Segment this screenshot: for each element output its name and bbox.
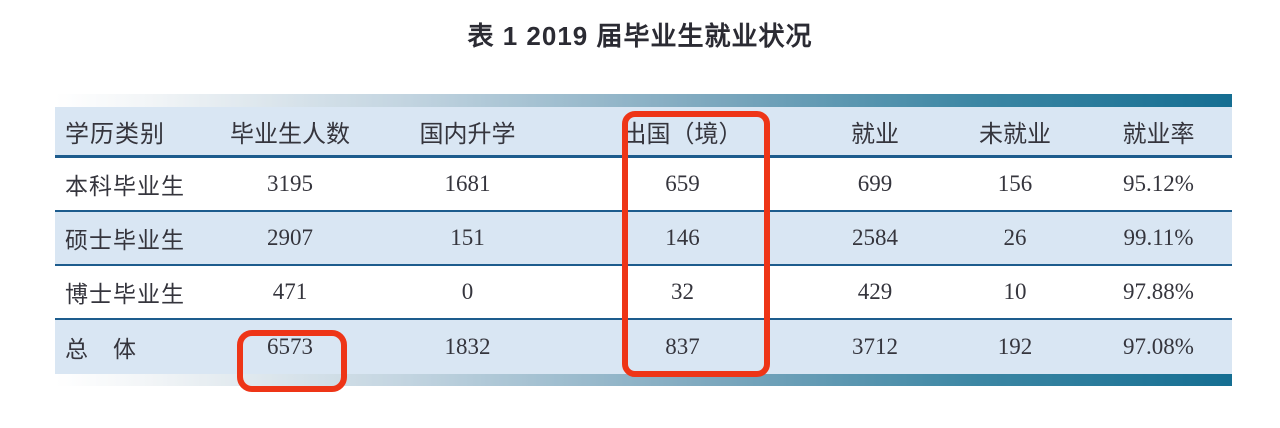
header-cell-graduate-count: 毕业生人数	[230, 121, 350, 148]
table-caption: 表 1 2019 届毕业生就业状况	[467, 21, 813, 51]
header-cell-domestic-study: 国内升学	[419, 121, 516, 148]
header-cell-category: 学历类别	[65, 121, 165, 148]
cell: 2907	[267, 225, 313, 250]
cell: 3195	[267, 171, 313, 196]
cell: 471	[272, 279, 308, 304]
cell: 837	[665, 334, 700, 359]
row-label: 总 体	[65, 337, 137, 362]
header-cell-not-employed: 未就业	[979, 121, 1051, 148]
table-row-undergraduate: 本科毕业生 3195 1681 659 699 156 95.12%	[55, 158, 1232, 212]
employment-table: 学历类别 毕业生人数 国内升学 出国（境） 就业 未就业 就业率 本科毕业生 3…	[55, 94, 1232, 386]
cell: 3712	[852, 334, 898, 359]
cell: 32	[671, 279, 694, 304]
table-row-doctoral: 博士毕业生 471 0 32 429 10 97.88%	[55, 266, 1232, 320]
table-row-total: 总 体 6573 1832 837 3712 192 97.08%	[55, 320, 1232, 374]
table-row-master: 硕士毕业生 2907 151 146 2584 26 99.11%	[55, 212, 1232, 266]
cell: 10	[1003, 279, 1027, 304]
header-cell-employed: 就业	[851, 121, 899, 148]
cell: 429	[857, 279, 893, 304]
cell: 156	[997, 171, 1033, 196]
cell: 659	[665, 171, 700, 196]
table-bottom-accent-bar	[55, 374, 1232, 386]
cell: 151	[450, 225, 485, 250]
cell: 146	[665, 225, 700, 250]
table-top-accent-bar	[55, 94, 1232, 107]
cell: 99.11%	[1123, 225, 1194, 250]
cell: 192	[997, 334, 1033, 359]
cell: 0	[461, 279, 474, 304]
header-cell-abroad: 出国（境）	[622, 121, 743, 148]
cell: 97.08%	[1123, 334, 1194, 359]
cell: 97.88%	[1123, 279, 1194, 304]
header-cell-employment-rate: 就业率	[1122, 121, 1195, 148]
cell: 26	[1003, 225, 1027, 250]
cell: 6573	[267, 334, 313, 359]
cell: 1832	[444, 334, 491, 359]
cell: 699	[857, 171, 893, 196]
cell: 2584	[852, 225, 898, 250]
cell: 95.12%	[1123, 171, 1194, 196]
row-label: 本科毕业生	[65, 174, 185, 199]
cell: 1681	[444, 171, 491, 196]
table-header-row: 学历类别 毕业生人数 国内升学 出国（境） 就业 未就业 就业率	[55, 107, 1232, 158]
row-label: 博士毕业生	[65, 282, 185, 307]
row-label: 硕士毕业生	[65, 228, 185, 253]
